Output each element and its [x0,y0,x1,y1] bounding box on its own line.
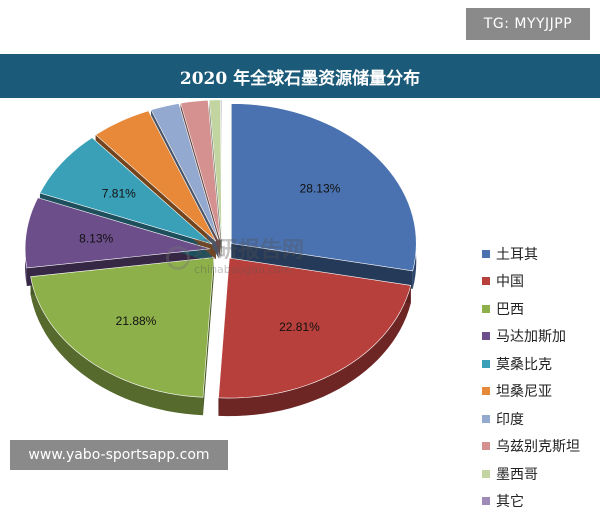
pie-label-2: 21.88% [116,314,157,328]
legend-item: 其它 [482,488,580,515]
legend-item: 乌兹别克斯坦 [482,433,580,461]
legend-item: 中国 [482,268,580,296]
pie-label-0: 28.13% [300,181,341,195]
legend-label: 印度 [496,409,524,429]
legend-swatch [482,332,490,340]
legend-label: 坦桑尼亚 [496,381,552,401]
pie-label-4: 7.81% [102,187,136,201]
legend-swatch [482,305,490,313]
legend-swatch [482,277,490,285]
legend-swatch [482,497,490,505]
legend-swatch [482,415,490,423]
chart-title: 2020 年全球石墨资源储量分布 [0,54,600,98]
legend-swatch [482,442,490,450]
legend-swatch [482,470,490,478]
pie-label-1: 22.81% [279,320,320,334]
legend-item: 莫桑比克 [482,350,580,378]
legend-item: 坦桑尼亚 [482,378,580,406]
legend-label: 莫桑比克 [496,354,552,374]
legend-item: 墨西哥 [482,460,580,488]
legend-label: 乌兹别克斯坦 [496,436,580,456]
legend: 土耳其中国巴西马达加斯加莫桑比克坦桑尼亚印度乌兹别克斯坦墨西哥其它 [482,240,580,515]
legend-label: 其它 [496,491,524,511]
chart-area: 28.13%22.81%21.88%8.13%7.81%5.31%2.50%2.… [0,98,600,428]
legend-label: 中国 [496,271,524,291]
legend-swatch [482,360,490,368]
legend-label: 巴西 [496,299,524,319]
legend-swatch [482,250,490,258]
legend-item: 印度 [482,405,580,433]
legend-item: 马达加斯加 [482,323,580,351]
legend-item: 土耳其 [482,240,580,268]
pie-label-3: 8.13% [79,232,113,246]
legend-label: 马达加斯加 [496,326,566,346]
legend-label: 土耳其 [496,244,538,264]
legend-label: 墨西哥 [496,464,538,484]
bottom-tag: www.yabo-sportsapp.com [10,440,228,470]
legend-item: 巴西 [482,295,580,323]
top-tag: TG: MYYJJPP [466,8,590,40]
legend-swatch [482,387,490,395]
